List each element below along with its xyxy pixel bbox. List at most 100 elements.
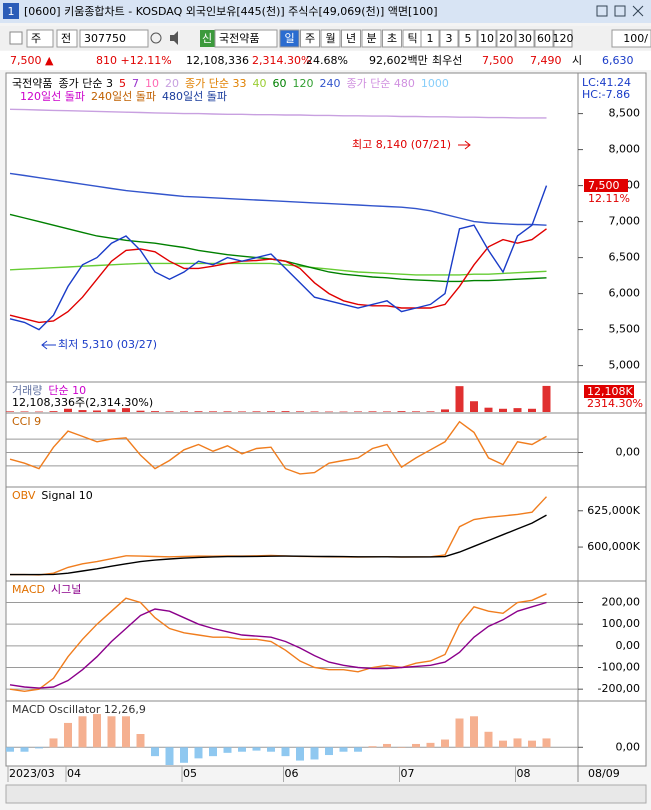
interval-button[interactable] bbox=[534, 29, 554, 48]
series-line bbox=[9, 593, 547, 693]
last-price: 7,500 bbox=[588, 179, 620, 192]
info-ask: 7,500 bbox=[482, 54, 514, 67]
legend-item: Signal 10 bbox=[41, 489, 92, 502]
legend-item: 240일선 돌파 bbox=[91, 89, 156, 103]
minimize[interactable] bbox=[596, 5, 608, 17]
interval-label: 10 bbox=[480, 32, 494, 45]
search-icon[interactable] bbox=[150, 32, 162, 44]
bar bbox=[6, 747, 14, 752]
bar bbox=[310, 411, 319, 412]
close[interactable] bbox=[632, 5, 644, 17]
bar bbox=[397, 411, 406, 412]
bar bbox=[136, 410, 145, 412]
scroll-bar[interactable] bbox=[5, 784, 647, 804]
y-tick-label: 8,500 bbox=[609, 107, 641, 120]
interval-button[interactable] bbox=[477, 29, 497, 48]
bar bbox=[252, 411, 261, 412]
bar bbox=[441, 409, 449, 412]
bar bbox=[209, 747, 217, 757]
count-box[interactable] bbox=[611, 29, 651, 48]
bar bbox=[136, 734, 145, 748]
prev: 전 bbox=[61, 32, 71, 45]
info-open-label: 시 bbox=[572, 54, 582, 67]
series-line bbox=[9, 108, 547, 119]
period-button[interactable] bbox=[320, 29, 341, 48]
bar bbox=[354, 747, 362, 752]
period-button[interactable] bbox=[361, 29, 382, 48]
bar bbox=[209, 411, 217, 412]
bar bbox=[122, 716, 130, 748]
legend-item: 5 bbox=[119, 77, 126, 90]
interval-button[interactable] bbox=[553, 29, 573, 48]
legend-item: 종가 단순 33 bbox=[185, 77, 246, 90]
stock-name: 국전약품 bbox=[219, 31, 259, 45]
bar bbox=[484, 731, 493, 748]
period-button[interactable] bbox=[279, 29, 300, 48]
badge-bg bbox=[3, 3, 19, 19]
info-best-label: 최우선 bbox=[432, 54, 462, 67]
info-amount: 92,602백만 bbox=[369, 54, 428, 67]
period-button[interactable] bbox=[341, 29, 361, 48]
bar bbox=[267, 411, 275, 412]
bar bbox=[35, 747, 43, 749]
bar bbox=[223, 747, 232, 753]
y-tick-label: 6,500 bbox=[609, 251, 641, 264]
title-bar bbox=[0, 0, 651, 23]
bar bbox=[528, 740, 536, 748]
period: 주 bbox=[31, 32, 41, 45]
y-tick-label: 200,00 bbox=[602, 596, 641, 609]
sound-icon[interactable] bbox=[170, 31, 178, 45]
bar bbox=[296, 411, 304, 412]
bar bbox=[107, 409, 116, 412]
y-tick-label: 7,000 bbox=[609, 215, 641, 228]
bar bbox=[281, 747, 290, 757]
interval-label: 20 bbox=[499, 32, 513, 45]
period-label: 주 bbox=[305, 32, 315, 45]
bar bbox=[107, 716, 116, 748]
series-line bbox=[9, 420, 547, 475]
bar bbox=[64, 722, 72, 748]
last-price-box bbox=[584, 179, 628, 192]
interval-button[interactable] bbox=[439, 29, 459, 48]
series-line bbox=[9, 228, 547, 324]
bar bbox=[455, 718, 464, 748]
prev-button[interactable] bbox=[56, 29, 78, 48]
last-volume-box bbox=[584, 385, 634, 398]
period-select[interactable] bbox=[26, 29, 54, 48]
legend-item: 시그널 bbox=[51, 583, 81, 596]
interval-label: 60 bbox=[537, 32, 551, 45]
bar bbox=[281, 411, 290, 412]
bar bbox=[165, 411, 174, 412]
bar bbox=[194, 747, 203, 759]
bar bbox=[93, 714, 101, 748]
interval-button[interactable] bbox=[458, 29, 478, 48]
info-change: 810 +12.11% bbox=[96, 54, 172, 67]
bar bbox=[35, 411, 43, 413]
x-tick-label: 2023/03 bbox=[9, 767, 55, 780]
checkbox[interactable] bbox=[9, 31, 23, 45]
info-open: 6,630 bbox=[602, 54, 634, 67]
legend-item: 국전약품 bbox=[12, 76, 52, 90]
interval-button[interactable] bbox=[420, 29, 440, 48]
bar bbox=[165, 747, 174, 765]
series-line bbox=[9, 185, 548, 331]
bar bbox=[426, 742, 435, 748]
bar bbox=[93, 410, 101, 412]
high-annotation: 최고 8,140 (07/21) bbox=[352, 138, 451, 151]
y-tick-label: 0,00 bbox=[616, 740, 641, 753]
interval-button[interactable] bbox=[515, 29, 535, 48]
maximize[interactable] bbox=[614, 5, 626, 17]
x-tick-label: 04 bbox=[67, 767, 81, 780]
bar bbox=[223, 411, 232, 412]
bar bbox=[20, 411, 29, 412]
period-button[interactable] bbox=[382, 29, 402, 48]
y-tick-label: 600,000K bbox=[587, 540, 640, 553]
y-tick-label: -100,00 bbox=[598, 661, 640, 674]
period-button[interactable] bbox=[300, 29, 320, 48]
bar bbox=[412, 743, 420, 748]
legend-item: CCI 9 bbox=[12, 415, 41, 428]
code-input[interactable] bbox=[79, 29, 149, 48]
interval-button[interactable] bbox=[496, 29, 516, 48]
new: 신 bbox=[202, 32, 212, 45]
